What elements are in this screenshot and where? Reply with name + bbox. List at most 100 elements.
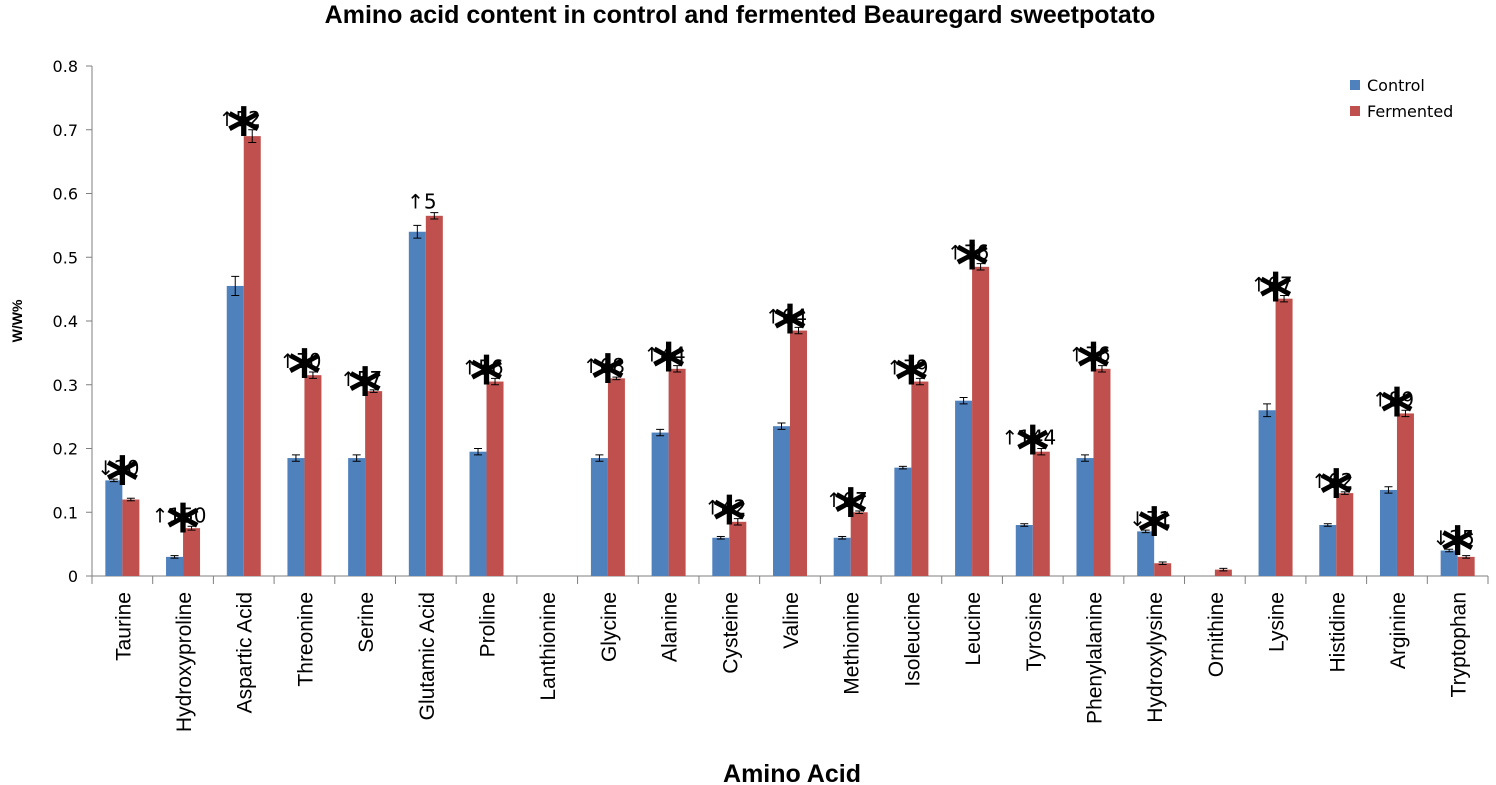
percent-change-label: ↑76 [947,241,989,265]
y-tick-label: 0.4 [53,312,78,331]
x-tick-label: Lanthionine [537,592,560,701]
y-tick-label: 0.1 [53,503,78,522]
bar-control-tyrosine [1015,525,1033,576]
x-axis-title: Amino Acid [723,760,861,785]
bar-control-hydroxyproline [166,556,184,576]
legend-swatch-control [1350,80,1360,90]
legend-swatch-fermented [1350,106,1360,116]
x-tick-label: Methionine [841,592,864,695]
bar-control-proline [469,451,487,576]
bar-control-glycine [590,458,608,576]
x-tick-label: Hydroxyproline [173,592,196,732]
y-axis: 0 0.1 0.2 0.3 0.4 0.5 0.6 0.7 0.8 [53,57,93,586]
percent-change-label: ↑76 [1068,343,1110,367]
bar-fermented-leucine [972,266,990,576]
bar-fermented-methionine [850,512,868,576]
significance-star: * [955,230,988,304]
x-tick-label: Valine [780,592,803,649]
significance-star: * [348,356,381,430]
bar-fermented-isoleucine [911,381,929,576]
bar-control-tryptophan [1440,550,1458,576]
bar-fermented-taurine [122,499,140,576]
percent-change-label: ↑89 [1372,387,1414,411]
percent-change-label: ↑56 [461,355,503,379]
bar-fermented-aspartic-acid [243,136,261,576]
bar-control-taurine [105,480,123,576]
significance-star: * [1137,496,1170,570]
x-tick-label: Alanine [659,592,682,662]
x-tick-label: Lysine [1266,592,1289,652]
x-tick-label: Serine [355,592,378,653]
bar-fermented-ornithine [1214,569,1232,576]
significance-star: * [834,477,867,551]
percent-change-label: ↓25 [1433,526,1475,550]
bar-fermented-phenylalanine [1093,368,1111,576]
bar-control-lysine [1258,410,1276,576]
significance-star: * [1380,376,1413,450]
bar-fermented-hydroxylysine [1154,563,1172,576]
bar-fermented-threonine [304,375,322,576]
x-tick-label: Glycine [598,592,621,662]
bar-control-aspartic-acid [226,285,244,576]
significance-star: * [652,332,685,406]
bar-control-hydroxylysine [1137,531,1155,576]
x-axis: Taurine Hydroxyproline Aspartic Acid Threon… [91,575,1489,732]
x-tick-label: Proline [477,592,500,657]
percent-change-label: ↑150 [152,503,207,527]
percent-change-label: ↑67 [826,488,868,512]
legend-label-control: Control [1367,76,1425,95]
bar-control-histidine [1319,525,1337,576]
x-tick-label: Tryptophan [1448,592,1471,697]
bar-control-alanine [651,432,669,576]
percent-change-label: ↑68 [583,354,625,378]
bar-control-leucine [955,400,973,576]
significance-star: * [1441,515,1474,589]
significance-star: * [106,445,139,519]
significance-star: * [591,343,624,417]
bar-fermented-histidine [1336,493,1354,576]
x-tick-label: Tyrosine [1023,592,1046,671]
percent-change-label: ↑64 [765,304,807,328]
bar-fermented-proline [486,381,504,576]
y-tick-label: 0.2 [53,440,78,459]
bar-fermented-tyrosine [1032,451,1050,576]
significance-star: * [1320,458,1353,532]
bar-fermented-tryptophan [1457,556,1475,576]
percent-change-label: ↑67 [1250,273,1292,297]
x-tick-label: Cysteine [719,592,742,674]
x-tick-label: Taurine [112,592,135,661]
x-tick-label: Phenylalanine [1083,592,1106,724]
percent-change-label: ↑52 [219,107,261,131]
percent-change-label: ↑42 [704,496,746,520]
significance-star: * [1077,332,1110,406]
bar-fermented-arginine [1396,413,1414,576]
percent-change-label: ↓71 [1129,507,1171,531]
bar-control-arginine [1379,489,1397,576]
percent-change-label: ↑44 [643,343,685,367]
significance-star: * [470,344,503,418]
bar-control-phenylalanine [1076,458,1094,576]
percent-change-label: ↑5 [407,190,436,214]
significance-star: * [227,96,260,170]
legend-label-fermented: Fermented [1367,102,1453,121]
bar-control-methionine [833,537,851,576]
percent-change-label: ↑144 [1001,426,1056,450]
x-tick-label: Histidine [1326,592,1349,673]
bar-control-isoleucine [894,467,912,576]
x-tick-label: Isoleucine [901,592,924,687]
x-tick-label: Leucine [962,592,985,666]
x-tick-label: Threonine [294,592,317,687]
percent-change-label: ↓20 [97,456,139,480]
bar-control-cysteine [712,537,730,576]
significance-star: * [895,344,928,418]
significance-star: * [288,338,321,412]
significance-star: * [713,485,746,559]
y-tick-label: 0.3 [53,376,78,395]
bar-control-serine [348,458,366,576]
y-axis-title: W/W% [9,299,25,342]
percent-change-label: ↑70 [279,349,321,373]
significance-star: * [773,293,806,367]
bar-control-glutamic-acid [408,231,426,576]
chart-title: Amino acid content in control and fermen… [325,1,1156,29]
